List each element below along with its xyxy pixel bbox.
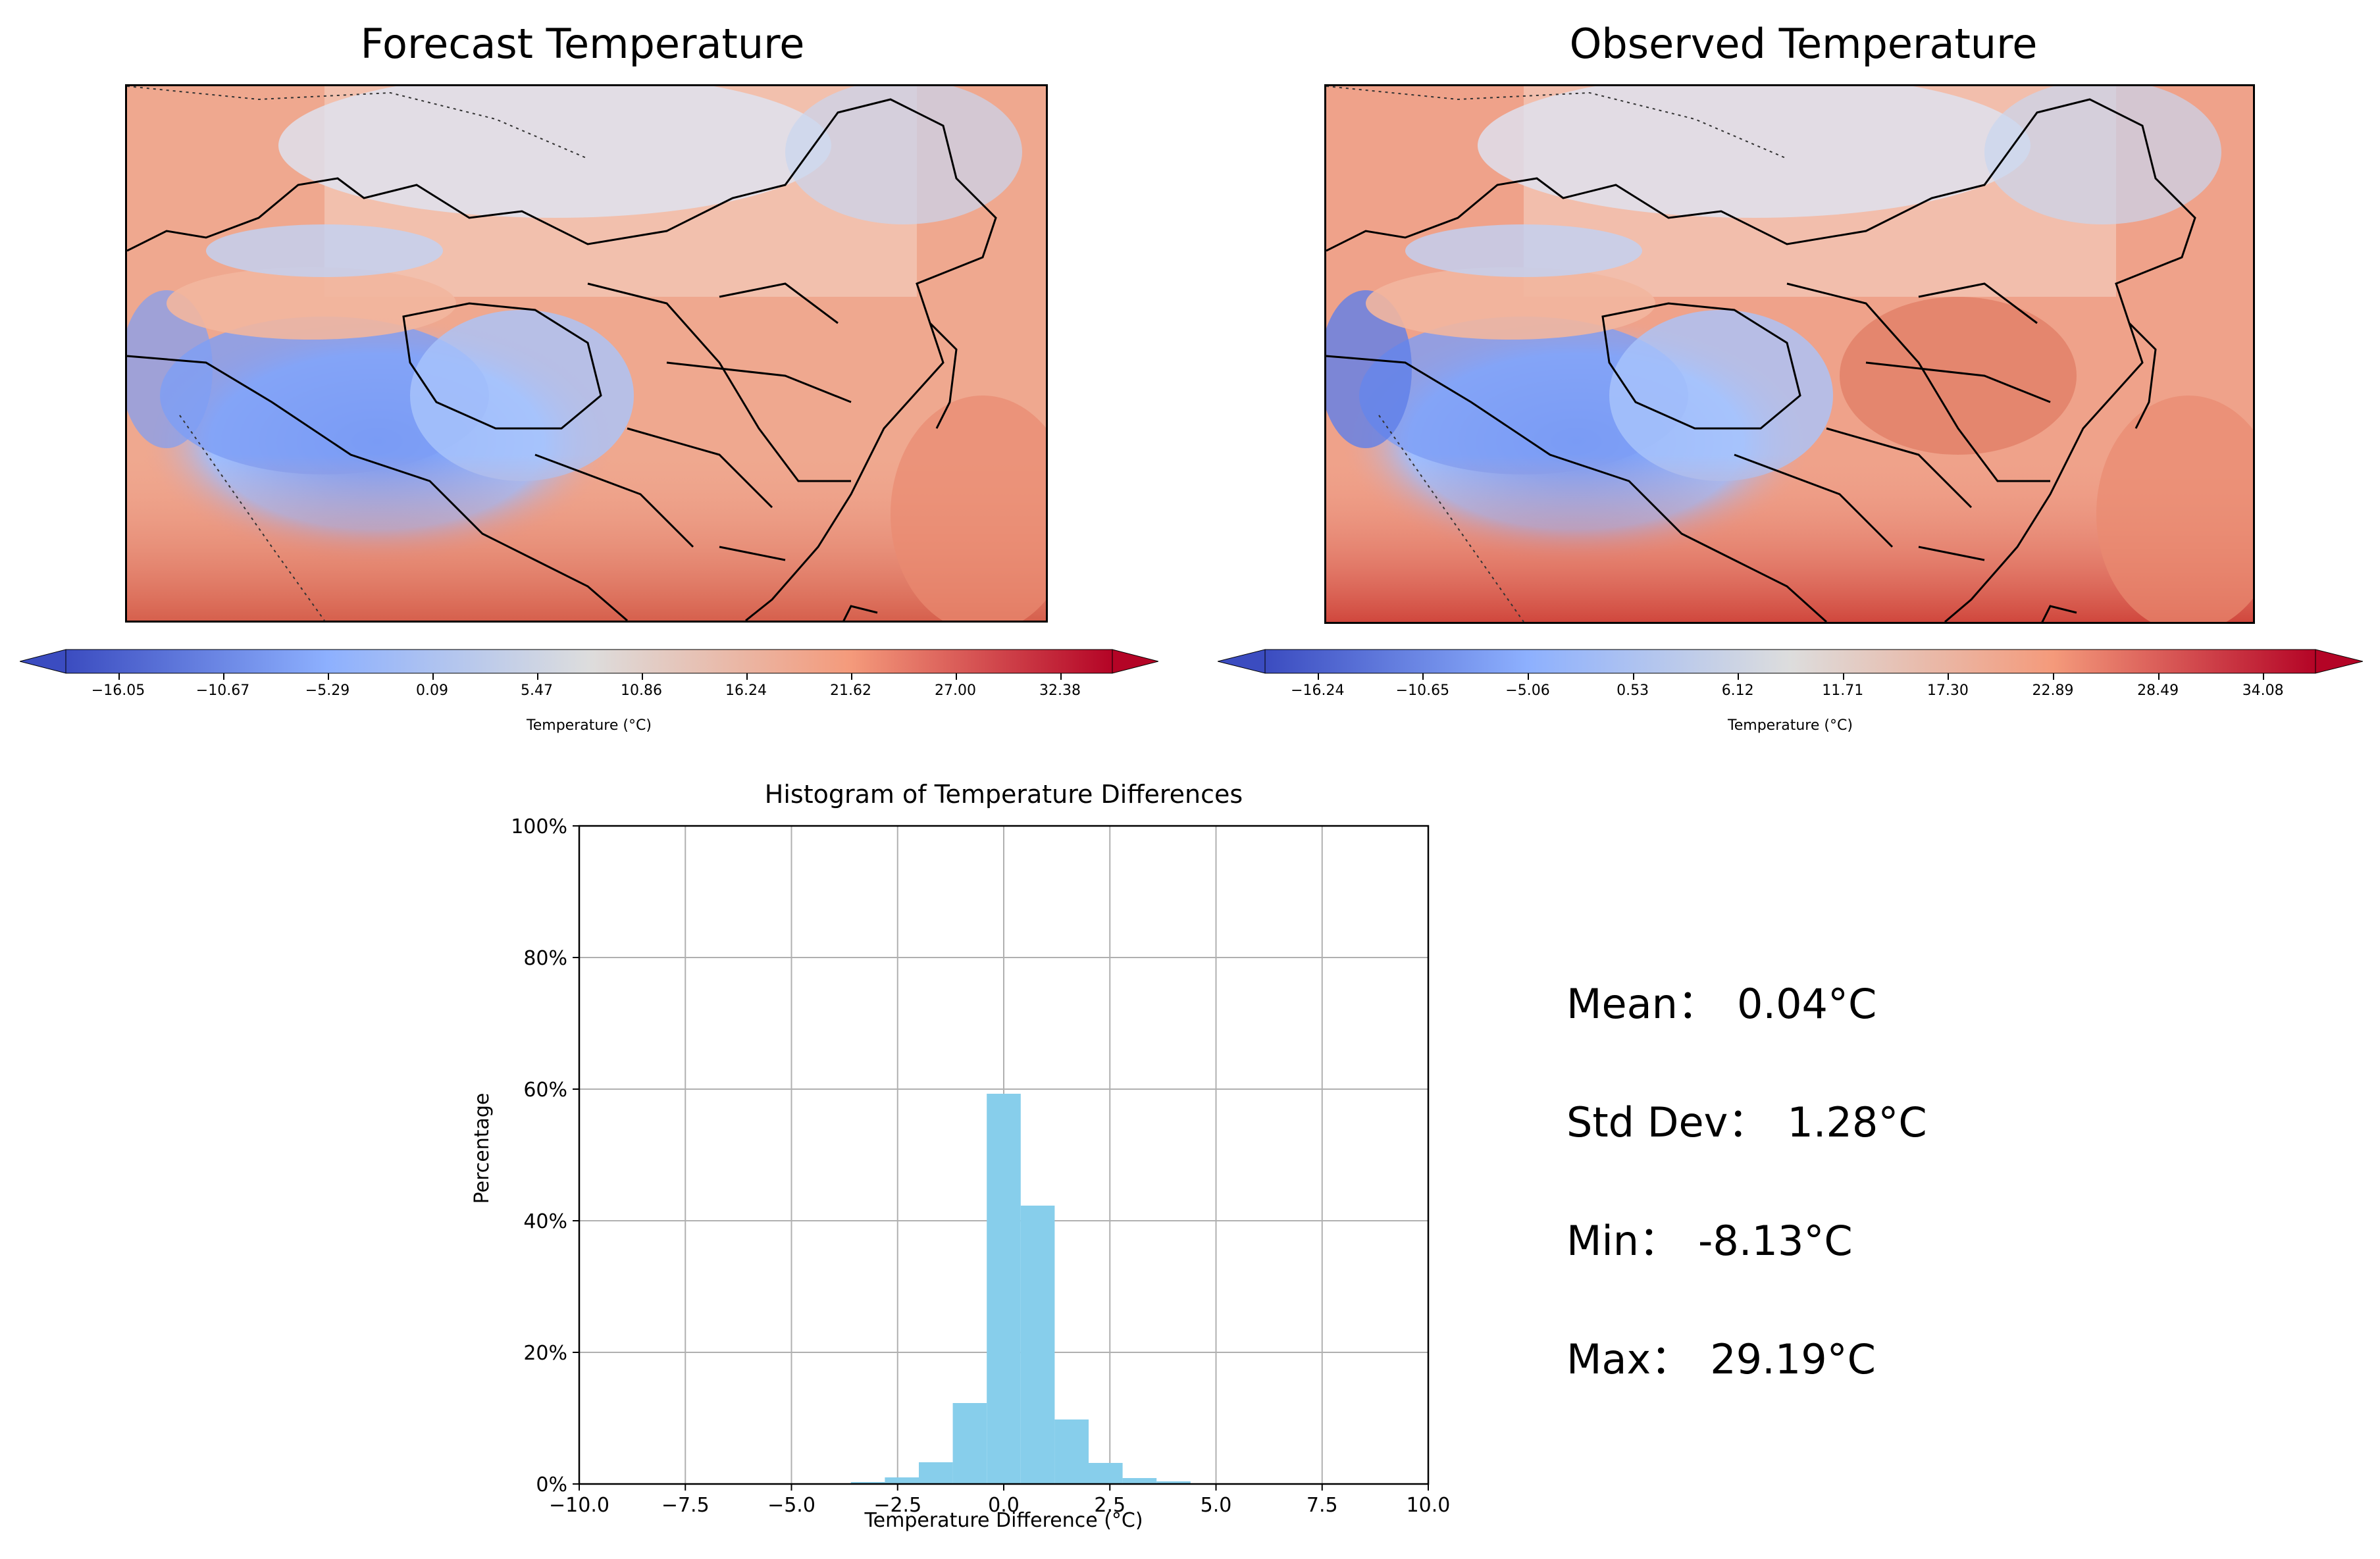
histogram-xtick-label: 10.0 <box>1407 1494 1451 1517</box>
colorbar-tick-label: 5.47 <box>521 682 553 699</box>
colorbar-tick-label: −10.67 <box>195 682 250 699</box>
histogram-bar <box>1122 1478 1157 1484</box>
histogram-ytick-label: 80% <box>523 947 567 970</box>
colorbar-tick-mark <box>955 673 957 680</box>
colorbar-tick-label: 10.86 <box>621 682 662 699</box>
colorbar-tick-mark <box>1317 673 1319 680</box>
observed-colorbar-label: Temperature (°C) <box>1728 717 1853 734</box>
histogram-bar <box>885 1477 919 1484</box>
histogram-xtick-label: −2.5 <box>873 1494 921 1517</box>
colorbar-tick-label: 34.08 <box>2242 682 2284 699</box>
stat-std-dev: Std Dev： 1.28°C <box>1566 1098 1927 1146</box>
histogram-xtick-label: 5.0 <box>1201 1494 1232 1517</box>
stat-min: Min： -8.13°C <box>1566 1217 1853 1265</box>
histogram-ytick-label: 60% <box>523 1079 567 1102</box>
colorbar-tick-mark <box>1632 673 1634 680</box>
histogram-xlabel: Temperature Difference (°C) <box>864 1509 1143 1532</box>
histogram-ylabel: Percentage <box>471 1093 494 1204</box>
colorbar-tick-mark <box>1422 673 1424 680</box>
histogram-title: Histogram of Temperature Differences <box>765 780 1243 809</box>
colorbar-tick-label: −5.06 <box>1505 682 1550 699</box>
colorbar-tick-label: −16.05 <box>91 682 145 699</box>
colorbar-tick-label: −16.24 <box>1291 682 1345 699</box>
forecast-colorbar: −16.05 −10.67 −5.29 0.09 5.47 10.86 16.24 21.62… <box>20 648 1158 740</box>
observed-colorbar: −16.24 −10.65 −5.06 0.53 6.12 11.71 17.30 22.89… <box>1218 648 2363 740</box>
colorbar-tick-mark <box>1738 673 1740 680</box>
histogram-ytick-label: 0% <box>536 1473 567 1496</box>
colorbar-tick-mark <box>536 673 538 680</box>
histogram-bar <box>1089 1463 1123 1484</box>
colorbar-tick-label: −10.65 <box>1395 682 1450 699</box>
temperature-difference-histogram: Histogram of Temperature Differences Per… <box>471 780 1451 1532</box>
histogram-bar <box>1020 1206 1055 1484</box>
histogram-xtick-label: 0.0 <box>988 1494 1020 1517</box>
colorbar-tick-mark <box>2053 673 2054 680</box>
colorbar-tick-mark <box>432 673 434 680</box>
histogram-bar <box>987 1094 1021 1484</box>
colorbar-tick-mark <box>1842 673 1844 680</box>
histogram-bar <box>850 1482 885 1484</box>
colorbar-tick-mark <box>850 673 852 680</box>
histogram-ytick-label: 40% <box>523 1210 567 1233</box>
colorbar-tick-mark <box>327 673 329 680</box>
histogram-xtick-label: 2.5 <box>1094 1494 1125 1517</box>
colorbar-tick-label: 32.38 <box>1039 682 1081 699</box>
histogram-xtick-label: −10.0 <box>549 1494 609 1517</box>
colorbar-tick-label: −5.29 <box>305 682 350 699</box>
colorbar-tick-mark <box>641 673 643 680</box>
colorbar-tick-label: 16.24 <box>725 682 767 699</box>
histogram-xtick-label: −7.5 <box>661 1494 710 1517</box>
observed-temperature-map <box>1324 84 2255 624</box>
colorbar-tick-mark <box>2263 673 2265 680</box>
colorbar-tick-label: 11.71 <box>1822 682 1864 699</box>
colorbar-tick-label: 17.30 <box>1927 682 1969 699</box>
colorbar-tick-label: 0.09 <box>416 682 448 699</box>
colorbar-tick-label: 27.00 <box>935 682 976 699</box>
histogram-xtick-label: 7.5 <box>1306 1494 1338 1517</box>
histogram-ytick-label: 20% <box>523 1342 567 1365</box>
colorbar-tick-label: 28.49 <box>2137 682 2179 699</box>
colorbar-tick-label: 6.12 <box>1721 682 1754 699</box>
histogram-ytick-label: 100% <box>511 815 567 838</box>
colorbar-tick-label: 21.62 <box>830 682 871 699</box>
colorbar-tick-mark <box>746 673 748 680</box>
forecast-temperature-map <box>125 84 1048 623</box>
histogram-bar <box>1054 1419 1089 1484</box>
histogram-bar <box>952 1403 987 1484</box>
stat-max: Max： 29.19°C <box>1566 1335 1876 1383</box>
colorbar-tick-label: 0.53 <box>1617 682 1649 699</box>
colorbar-tick-mark <box>1948 673 1950 680</box>
colorbar-tick-label: 22.89 <box>2032 682 2074 699</box>
histogram-bar <box>919 1462 953 1484</box>
colorbar-tick-mark <box>222 673 224 680</box>
colorbar-tick-mark <box>118 673 120 680</box>
histogram-xtick-label: −5.0 <box>767 1494 815 1517</box>
forecast-colorbar-label: Temperature (°C) <box>527 717 652 734</box>
colorbar-tick-mark <box>1060 673 1062 680</box>
observed-map-title: Observed Temperature <box>1569 20 2038 68</box>
colorbar-tick-mark <box>1528 673 1529 680</box>
colorbar-tick-mark <box>2158 673 2160 680</box>
stat-mean: Mean： 0.04°C <box>1566 980 1877 1028</box>
histogram-bar <box>1156 1481 1191 1484</box>
forecast-map-title: Forecast Temperature <box>360 20 805 68</box>
